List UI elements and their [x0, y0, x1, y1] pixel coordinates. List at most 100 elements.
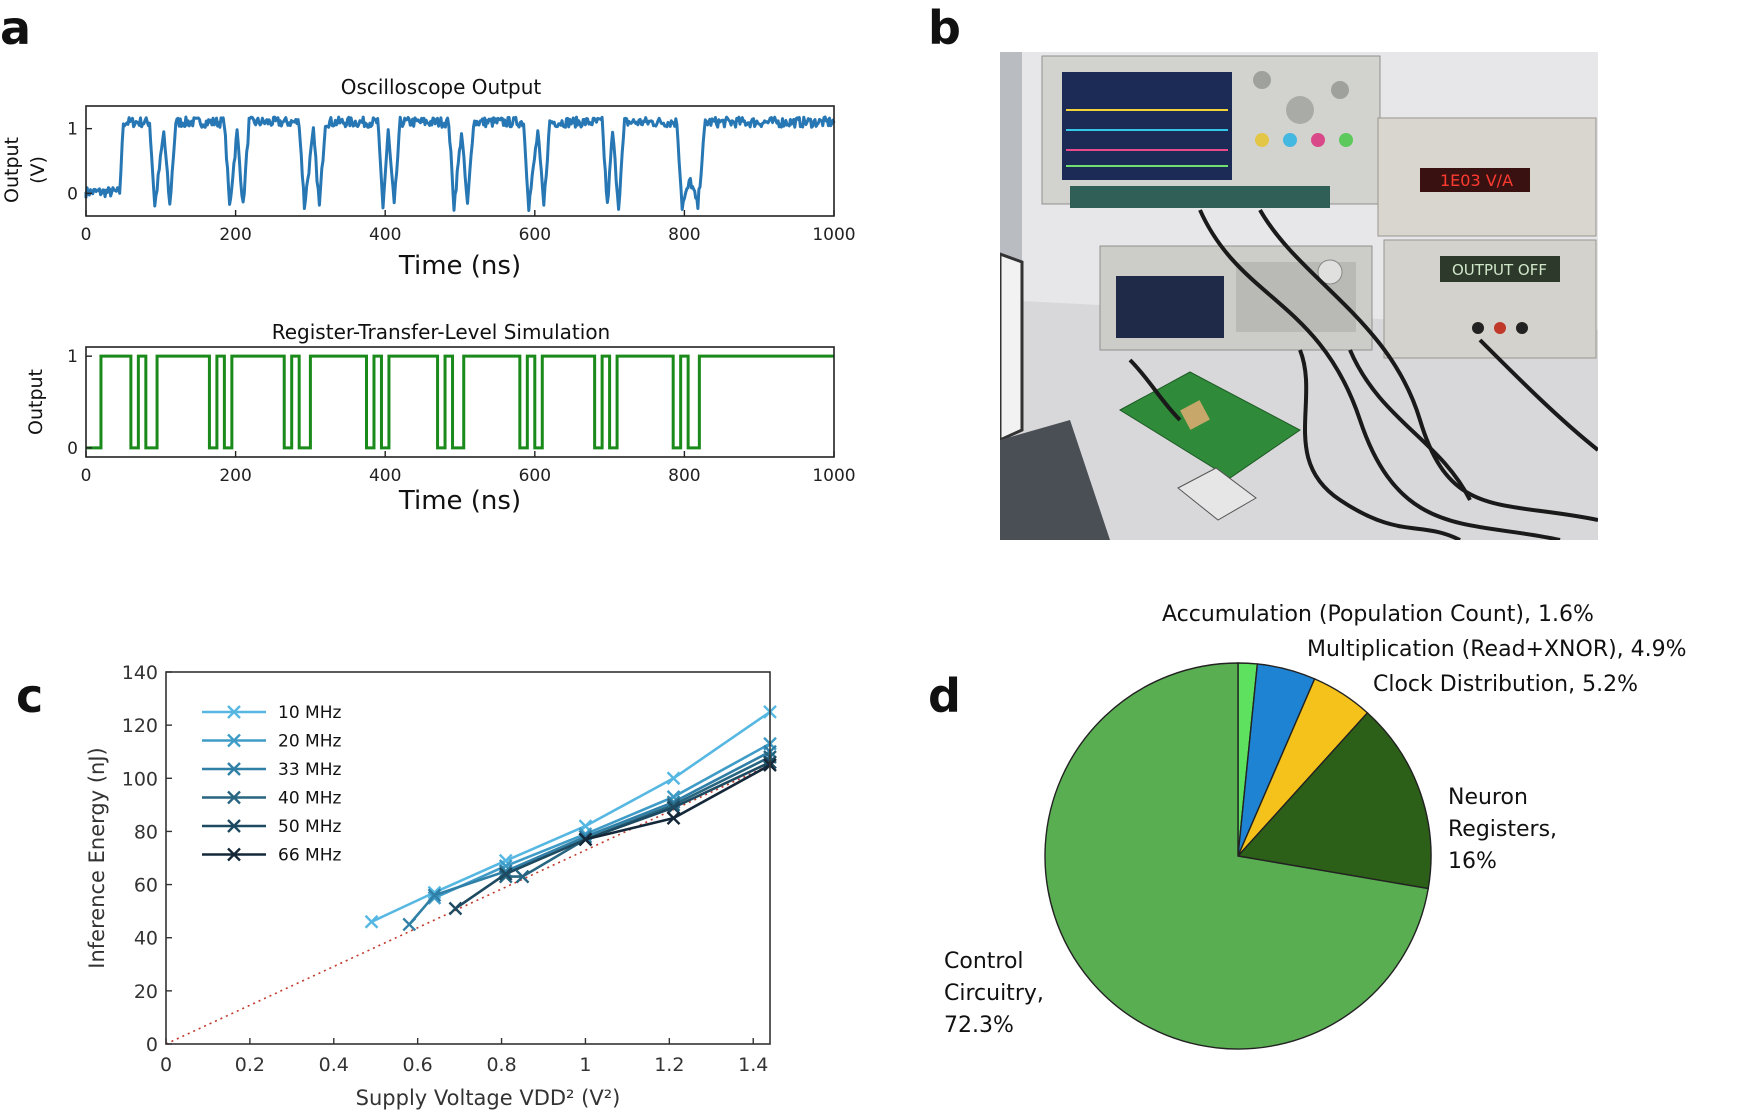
energy-xtick-label: 1.2: [654, 1054, 684, 1076]
panel-letter-d: d: [928, 669, 961, 723]
rtl-ytick-label: 1: [67, 347, 78, 367]
legend-entry: 20 MHz: [202, 732, 341, 752]
panel-letter-b: b: [928, 1, 961, 55]
legend-entry: 50 MHz: [202, 817, 341, 837]
energy-xtick-label: 1.4: [738, 1054, 768, 1076]
pie-label-control-line2: Circuitry,: [944, 981, 1044, 1006]
legend-entry: 66 MHz: [202, 846, 341, 866]
data-point-marker: [578, 832, 593, 847]
legend-label: 33 MHz: [278, 760, 341, 780]
legend-label: 40 MHz: [278, 789, 341, 809]
frequency-legend: 10 MHz 20 MHz 33 MHz 40 MHz 50 MHz 66 MHz: [202, 703, 341, 866]
series-line: [454, 761, 771, 910]
legend-entry: 40 MHz: [202, 789, 341, 809]
rtl-series-line: [86, 354, 834, 450]
data-point-marker: [448, 901, 463, 916]
oscilloscope-y-label-line1: Output: [1, 137, 23, 203]
pie-slice-control-circuitry: [1044, 662, 1430, 1050]
oscilloscope-plot: Oscilloscope Output 0 200 400 600 800 1000 0 1…: [1, 75, 856, 281]
energy-ytick-label: 20: [134, 981, 158, 1003]
rtl-x-label: Time (ns): [398, 486, 521, 516]
oscilloscope-xtick-label: 400: [369, 225, 401, 245]
oscilloscope-ytick-label: 1: [67, 120, 78, 140]
oscilloscope-x-label: Time (ns): [398, 251, 521, 281]
legend-label: 10 MHz: [278, 703, 341, 723]
energy-xtick-label: 0.2: [235, 1054, 265, 1076]
energy-xtick-label: 1: [579, 1054, 591, 1076]
oscilloscope-axes-frame: [85, 105, 835, 217]
data-point-marker: [666, 800, 681, 815]
legend-label: 66 MHz: [278, 846, 341, 866]
rtl-xtick-label: 400: [369, 466, 401, 486]
energy-ytick-label: 100: [122, 768, 158, 790]
energy-ytick-label: 120: [122, 715, 158, 737]
legend-swatch-marker: [227, 790, 241, 805]
pie-label-neuron-line2: Registers,: [1448, 817, 1557, 842]
energy-vs-voltage-plot: 0 0.2 0.4 0.6 0.8 1 1.2 1.4 020406080100120140 …: [85, 662, 777, 1110]
rtl-axes-frame: [85, 346, 835, 458]
legend-swatch-marker: [227, 819, 241, 833]
photo-test-pcb: [1119, 371, 1301, 479]
energy-ytick-label: 140: [122, 662, 158, 684]
pie-label-neuron-line3: 16%: [1448, 849, 1497, 874]
photo-power-supply-display-text: OUTPUT OFF: [1452, 261, 1547, 279]
oscilloscope-ytick-label: 0: [67, 184, 78, 204]
legend-swatch-marker: [227, 762, 241, 776]
pie-label-accumulation: Accumulation (Population Count), 1.6%: [1162, 602, 1594, 627]
power-breakdown-pie: Accumulation (Population Count), 1.6% Mu…: [944, 602, 1687, 1050]
series-line: [370, 710, 771, 923]
photo-oscilloscope-stand: [1070, 186, 1330, 208]
legend-entry: 33 MHz: [202, 760, 341, 780]
energy-ytick-label: 0: [146, 1034, 158, 1056]
photo-amplifier-display-text: 1E03 V/A: [1440, 171, 1513, 190]
data-point-marker: [427, 888, 442, 903]
energy-xtick-label: 0.4: [319, 1054, 349, 1076]
rtl-xtick-label: 0: [81, 466, 92, 486]
data-point-marker: [515, 869, 530, 884]
oscilloscope-xtick-label: 0: [81, 225, 92, 245]
pie-label-clock: Clock Distribution, 5.2%: [1373, 672, 1638, 697]
energy-ytick-label: 40: [134, 928, 158, 950]
rtl-y-label: Output: [25, 369, 47, 435]
photo-laptop-screen: [1000, 252, 1024, 442]
panel-letter-a: a: [0, 1, 31, 55]
pie-label-control-line1: Control: [944, 949, 1024, 974]
panel-letter-c: c: [16, 669, 43, 723]
series-10-mhz: [364, 705, 777, 929]
energy-ytick-label: 80: [134, 821, 158, 843]
series-line: [433, 742, 771, 900]
legend-swatch-marker: [227, 705, 241, 719]
pie-label-neuron-line1: Neuron: [1448, 785, 1528, 810]
energy-axes-frame: [165, 671, 771, 1045]
data-point-marker: [498, 867, 513, 881]
photo-generator-screen: [1116, 276, 1224, 338]
photo-power-supply-display: [1440, 256, 1560, 282]
legend-label: 50 MHz: [278, 817, 341, 837]
data-point-marker: [666, 811, 681, 825]
pie-label-multiplication: Multiplication (Read+XNOR), 4.9%: [1307, 637, 1687, 662]
energy-x-label: Supply Voltage VDD² (V²): [356, 1086, 621, 1110]
photo-amplifier-display: [1420, 168, 1530, 192]
photo-laptop-keyboard: [1000, 420, 1110, 540]
rtl-title: Register-Transfer-Level Simulation: [272, 320, 611, 344]
legend-label: 20 MHz: [278, 732, 341, 752]
photo-fpga-board: [1177, 467, 1257, 521]
energy-xtick-label: 0.6: [403, 1054, 433, 1076]
rtl-ytick-label: 0: [67, 439, 78, 459]
photo-oscilloscope-screen: [1062, 72, 1232, 180]
data-point-marker: [402, 917, 417, 932]
rtl-xtick-label: 200: [219, 466, 251, 486]
oscilloscope-series-line: [84, 115, 836, 212]
pie-label-control-line3: 72.3%: [944, 1013, 1014, 1038]
legend-swatch-marker: [227, 733, 241, 748]
legend-swatch-marker: [227, 847, 241, 862]
rtl-xtick-label: 1000: [812, 466, 855, 486]
pie-slice-neuron-registers: [1236, 711, 1432, 890]
data-point-marker: [364, 914, 379, 929]
oscilloscope-y-label-line2: (V): [27, 156, 49, 184]
legend-entry: 10 MHz: [202, 703, 341, 723]
energy-y-label: Inference Energy (nJ): [85, 747, 109, 968]
oscilloscope-title: Oscilloscope Output: [341, 75, 542, 99]
rtl-xtick-label: 600: [519, 466, 551, 486]
